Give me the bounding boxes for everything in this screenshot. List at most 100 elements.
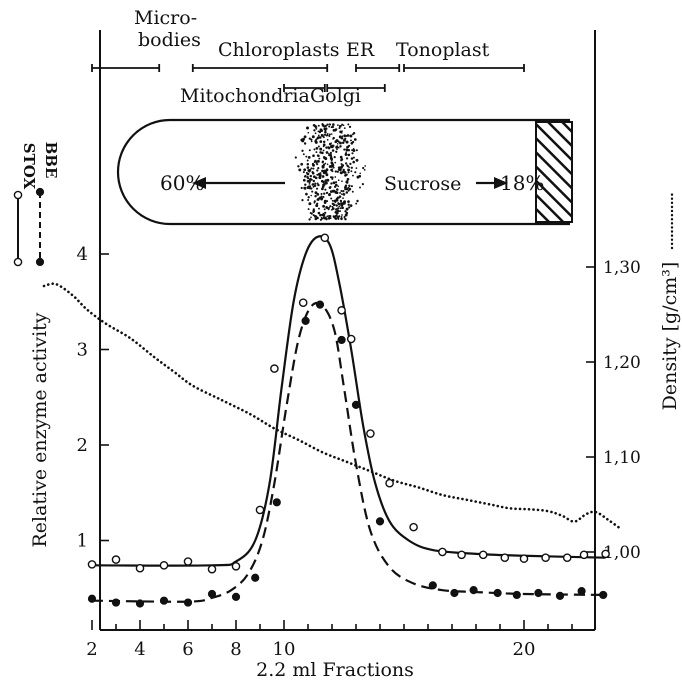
band-speck	[342, 164, 345, 167]
band-speck	[324, 130, 327, 134]
band-speck	[307, 208, 310, 211]
band-speck	[350, 166, 353, 169]
band-speck	[297, 165, 300, 168]
band-speck	[314, 194, 317, 198]
band-speck	[325, 146, 328, 149]
bbe-curve	[91, 301, 606, 603]
stox-curve	[91, 235, 606, 567]
band-speck	[324, 188, 327, 191]
y2-tick-label: 1,30	[603, 258, 641, 278]
band-speck	[325, 151, 329, 154]
band-speck	[321, 165, 325, 169]
stox-point	[270, 364, 279, 373]
band-speck	[328, 193, 331, 197]
band-speck	[331, 149, 335, 152]
band-speck	[338, 215, 341, 218]
legend-bbe-marker-bottom	[35, 257, 45, 267]
band-speck	[339, 199, 343, 203]
band-speck	[298, 168, 302, 172]
band-speck	[319, 218, 322, 221]
arrow-right-head	[494, 177, 508, 189]
band-speck	[343, 134, 347, 138]
band-speck	[311, 183, 314, 186]
stox-point	[409, 522, 418, 532]
bbe-point	[159, 596, 169, 605]
band-speck	[334, 176, 337, 178]
band-speck	[345, 207, 349, 211]
marker-label-mitochondria: Mitochondria	[180, 85, 310, 107]
stox-point	[541, 553, 550, 562]
band-speck	[332, 203, 336, 207]
bbe-point	[272, 498, 281, 507]
legend-stox-label: STOX	[20, 143, 38, 190]
band-speck	[306, 166, 310, 169]
band-speck	[312, 179, 315, 183]
band-speck	[337, 168, 340, 171]
band-speck	[328, 125, 331, 128]
band-speck	[336, 170, 339, 173]
band-speck	[314, 159, 317, 163]
band-speck	[306, 162, 310, 166]
band-speck	[347, 123, 350, 126]
marker-label-tonoplast: Tonoplast	[396, 39, 490, 61]
band-speck	[342, 168, 345, 172]
axes	[99, 30, 596, 631]
band-speck	[322, 140, 326, 144]
band-speck	[315, 127, 318, 130]
organelle-markers: Micro-bodies Chloroplasts ER Tonoplast Mitoc…	[91, 7, 525, 107]
band-speck	[328, 214, 331, 218]
band-speck	[321, 197, 324, 200]
band-speck	[318, 157, 321, 160]
bbe-point	[512, 590, 521, 600]
y2-tick-label: 1,20	[603, 353, 641, 373]
band-speck	[352, 149, 356, 152]
band-speck	[348, 166, 350, 169]
band-speck	[319, 213, 322, 217]
x-tick-label: 20	[513, 639, 536, 660]
band-speck	[302, 171, 305, 174]
band-speck	[311, 135, 315, 139]
band-speck	[312, 154, 315, 158]
band-speck	[329, 151, 332, 154]
band-speck	[308, 185, 310, 188]
sample-band	[294, 123, 367, 221]
band-speck	[326, 134, 329, 137]
marker-label-er: ER	[346, 39, 375, 61]
band-speck	[330, 164, 333, 168]
band-speck	[349, 134, 353, 138]
band-speck	[324, 172, 327, 175]
band-speck	[308, 180, 311, 183]
band-speck	[316, 193, 320, 196]
band-speck	[300, 186, 303, 190]
stox-point	[438, 547, 447, 557]
band-speck	[344, 188, 347, 191]
band-speck	[322, 212, 325, 215]
band-speck	[342, 193, 346, 196]
band-speck	[328, 142, 332, 146]
band-speck	[319, 140, 323, 143]
band-speck	[305, 155, 308, 158]
legend-stox-marker-bottom	[13, 257, 23, 267]
band-speck	[339, 210, 341, 213]
band-speck	[323, 155, 326, 159]
band-speck	[308, 137, 311, 140]
band-speck	[313, 129, 316, 132]
band-speck	[362, 166, 365, 170]
band-speck	[350, 157, 354, 160]
band-speck	[347, 200, 350, 203]
stox-point	[320, 233, 330, 243]
band-speck	[335, 208, 338, 211]
band-speck	[345, 148, 348, 151]
band-speck	[322, 204, 326, 208]
band-speck	[327, 216, 331, 220]
band-speck	[341, 135, 344, 138]
band-speck	[330, 197, 333, 200]
band-speck	[340, 159, 343, 162]
band-speck	[316, 159, 320, 163]
band-speck	[323, 133, 327, 136]
band-speck	[316, 163, 319, 166]
band-speck	[334, 216, 337, 220]
band-speck	[310, 138, 313, 141]
marker-label-chloroplasts: Chloroplasts	[218, 39, 340, 61]
band-speck	[304, 183, 307, 186]
